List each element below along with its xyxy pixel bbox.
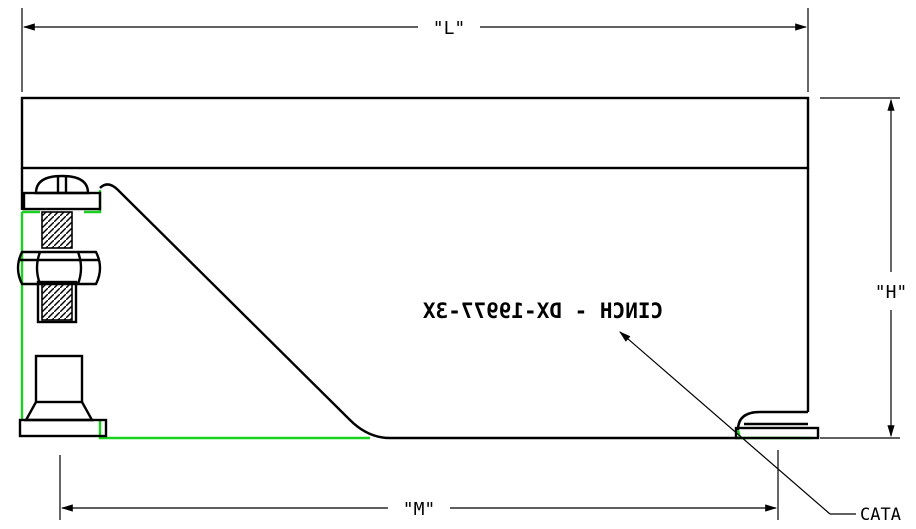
highlight-outline (20, 190, 812, 440)
height-label: "H" (875, 282, 908, 303)
dimension-mount: "M" (60, 499, 778, 520)
screw-head-top (22, 174, 102, 211)
callout-label: CATA (860, 505, 901, 525)
mount-label: "M" (403, 499, 436, 520)
part-marking-text: CINCH - DX-19977-3X (423, 299, 664, 323)
callout-leader: CATA (619, 331, 901, 525)
dimension-height: "H" (875, 98, 908, 438)
dimension-length: "L" (22, 18, 808, 39)
bottom-right-foot (734, 410, 820, 440)
extension-lines (21, 8, 900, 520)
length-label: "L" (433, 18, 466, 39)
threaded-stud (36, 211, 78, 324)
hex-nut (16, 250, 102, 286)
connector-body (20, 96, 810, 440)
part-marking: CINCH - DX-19977-3X (423, 299, 664, 323)
bottom-insert (18, 354, 108, 438)
